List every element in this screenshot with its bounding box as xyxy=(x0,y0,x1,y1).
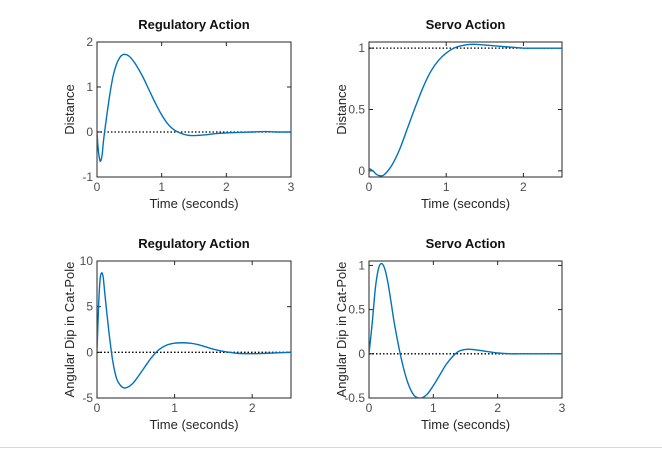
y-tick-label: -1 xyxy=(82,170,93,184)
x-tick-label: 1 xyxy=(171,401,178,415)
y-tick-label: 10 xyxy=(80,254,94,268)
x-tick-label: 2 xyxy=(223,180,230,194)
y-tick-label: -0.5 xyxy=(344,391,365,405)
y-tick-label: 1 xyxy=(358,41,365,55)
x-tick-label: 1 xyxy=(443,180,450,194)
chart-title: Servo Action xyxy=(426,236,506,251)
plot-area xyxy=(369,262,562,398)
plot-area xyxy=(97,272,291,389)
y-tick-label: 0.5 xyxy=(348,303,365,317)
x-tick-label: 1 xyxy=(430,401,437,415)
axes-box xyxy=(96,41,292,178)
series-line xyxy=(369,262,562,398)
series-line xyxy=(97,53,291,163)
x-tick-label: 2 xyxy=(494,401,501,415)
y-axis-label: Distance xyxy=(334,84,349,135)
x-axis-label: Time (seconds) xyxy=(149,417,238,432)
y-tick-label: -5 xyxy=(82,391,93,405)
x-axis-label: Time (seconds) xyxy=(421,417,510,432)
chart-title: Servo Action xyxy=(426,17,506,32)
x-tick-label: 0 xyxy=(366,401,373,415)
axes-box xyxy=(368,41,563,178)
y-tick-label: 0 xyxy=(86,125,93,139)
y-tick-label: 0 xyxy=(86,345,93,359)
y-tick-label: 5 xyxy=(86,300,93,314)
subplot-2: Servo Action 0 1 2 0 0.5 1 Time (seconds) Distan… xyxy=(334,17,563,211)
y-axis-label: Angular Dip in Cat-Pole xyxy=(334,262,349,398)
y-tick-label: 0.5 xyxy=(348,103,365,117)
axes-box xyxy=(96,260,292,399)
chart-title: Regulatory Action xyxy=(138,236,250,251)
x-tick-label: 3 xyxy=(559,401,566,415)
axes-box xyxy=(368,260,563,399)
y-tick-label: 0 xyxy=(358,347,365,361)
x-tick-label: 2 xyxy=(520,180,527,194)
plot-area xyxy=(97,53,291,163)
y-axis-label: Angular Dip in Cat-Pole xyxy=(62,262,77,398)
x-tick-label: 0 xyxy=(94,401,101,415)
y-tick-label: 2 xyxy=(86,35,93,49)
x-axis-label: Time (seconds) xyxy=(421,196,510,211)
y-axis-label: Distance xyxy=(62,84,77,135)
series-line xyxy=(97,272,291,389)
x-tick-label: 0 xyxy=(94,180,101,194)
series-line xyxy=(369,43,562,177)
x-tick-label: 1 xyxy=(158,180,165,194)
x-tick-label: 2 xyxy=(249,401,256,415)
x-tick-label: 3 xyxy=(288,180,295,194)
x-tick-label: 0 xyxy=(366,180,373,194)
chart-title: Regulatory Action xyxy=(138,17,250,32)
y-tick-label: 0 xyxy=(358,164,365,178)
window-bottom-edge xyxy=(0,447,662,448)
y-tick-label: 1 xyxy=(86,80,93,94)
x-axis-label: Time (seconds) xyxy=(149,196,238,211)
y-tick-label: 1 xyxy=(358,258,365,272)
plot-area xyxy=(369,43,562,177)
